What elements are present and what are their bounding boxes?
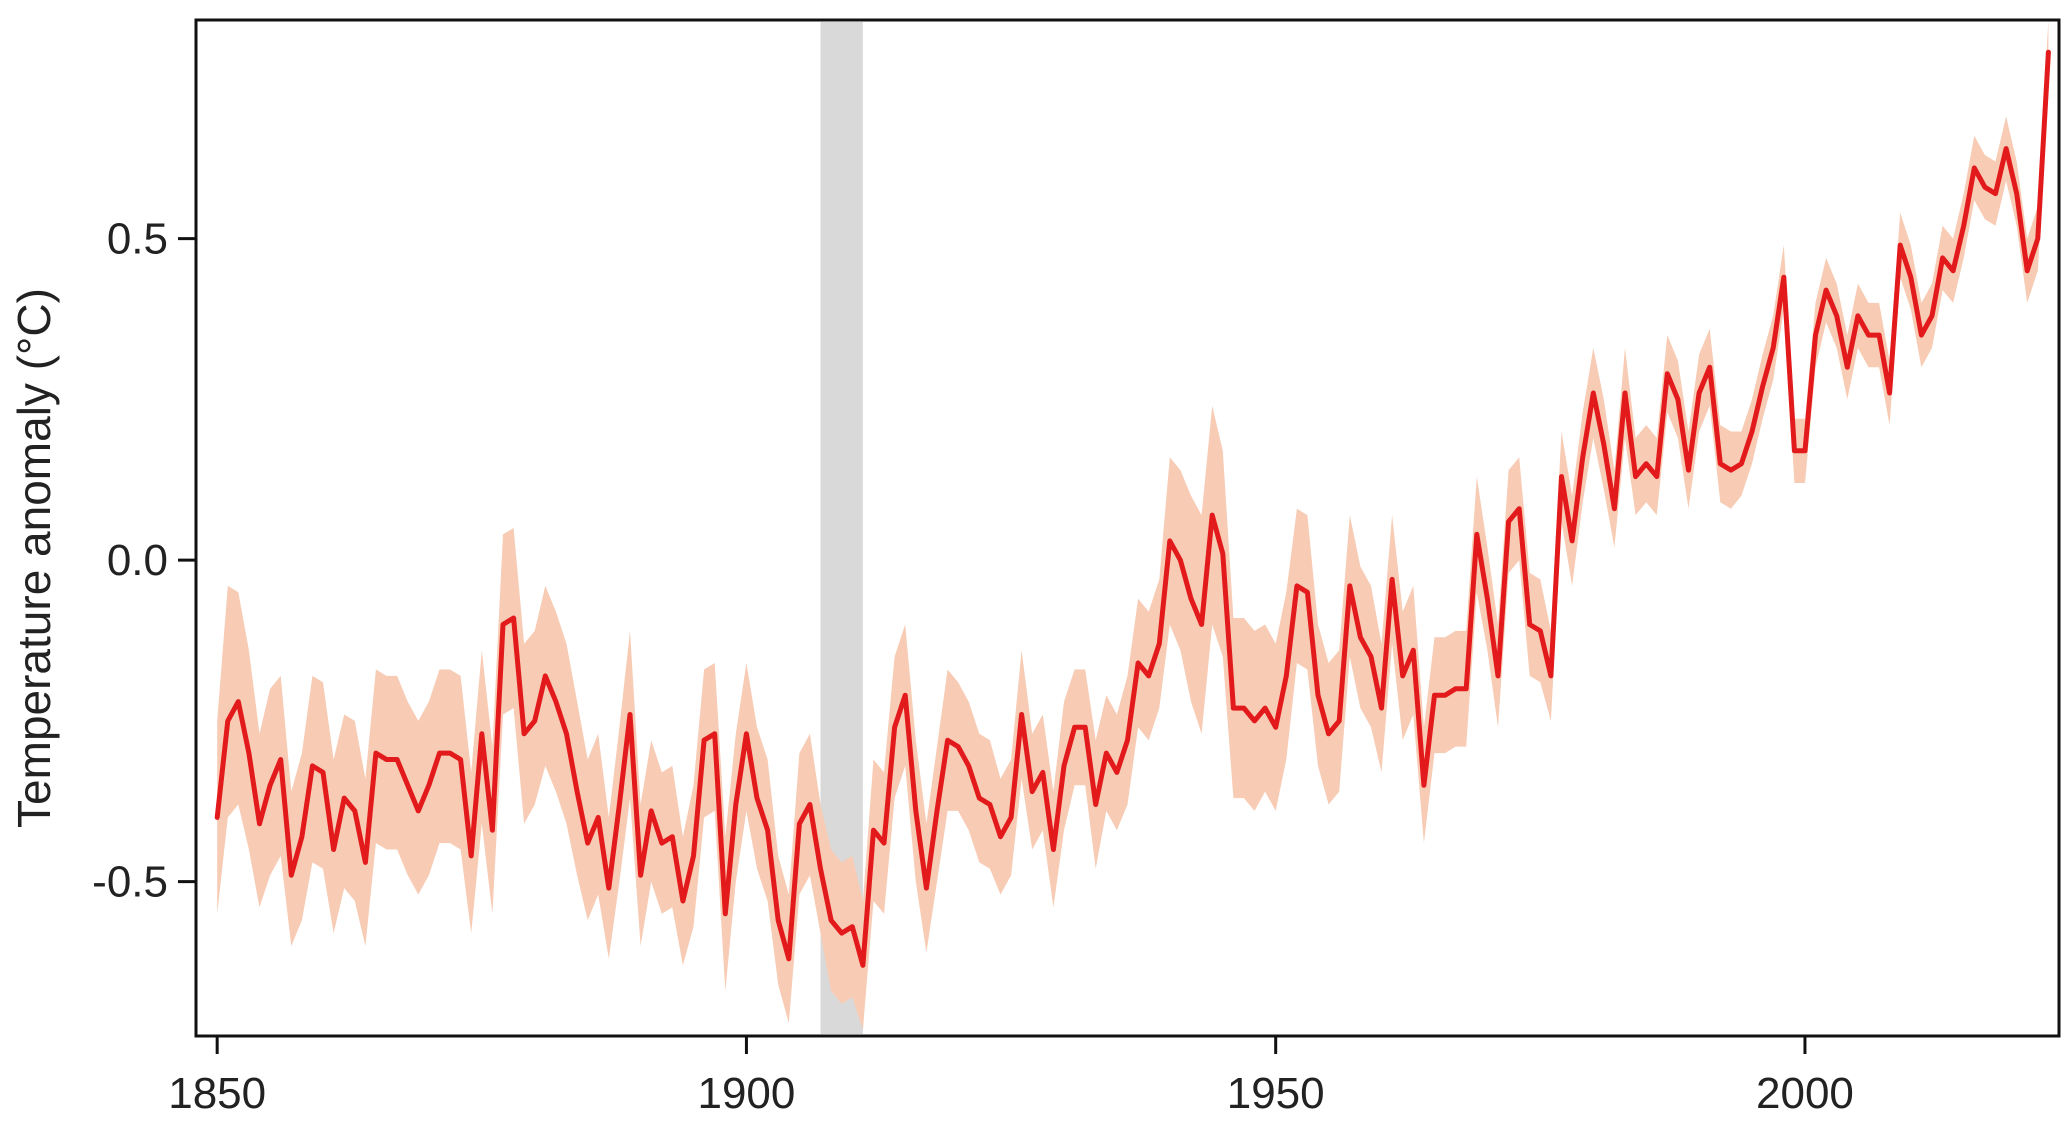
plot-frame: [194, 18, 2061, 1038]
y-tick-label: 0.5: [107, 215, 168, 264]
y-tick-label: 0.0: [107, 536, 168, 585]
uncertainty-band: [217, 20, 2049, 1030]
x-tick-label: 2000: [1756, 1069, 1854, 1118]
plot-area: [214, 20, 2051, 1034]
y-axis-title: Temperature anomaly (°C): [8, 288, 60, 828]
series-line: [214, 49, 2051, 968]
x-tick-label: 1900: [697, 1069, 795, 1118]
axes: 1850 1900 1950 2000 -0.5 0.0 0.5: [92, 215, 1854, 1118]
x-tick-label: 1850: [168, 1069, 266, 1118]
y-tick-label: -0.5: [92, 858, 168, 907]
x-tick-label: 1950: [1227, 1069, 1325, 1118]
